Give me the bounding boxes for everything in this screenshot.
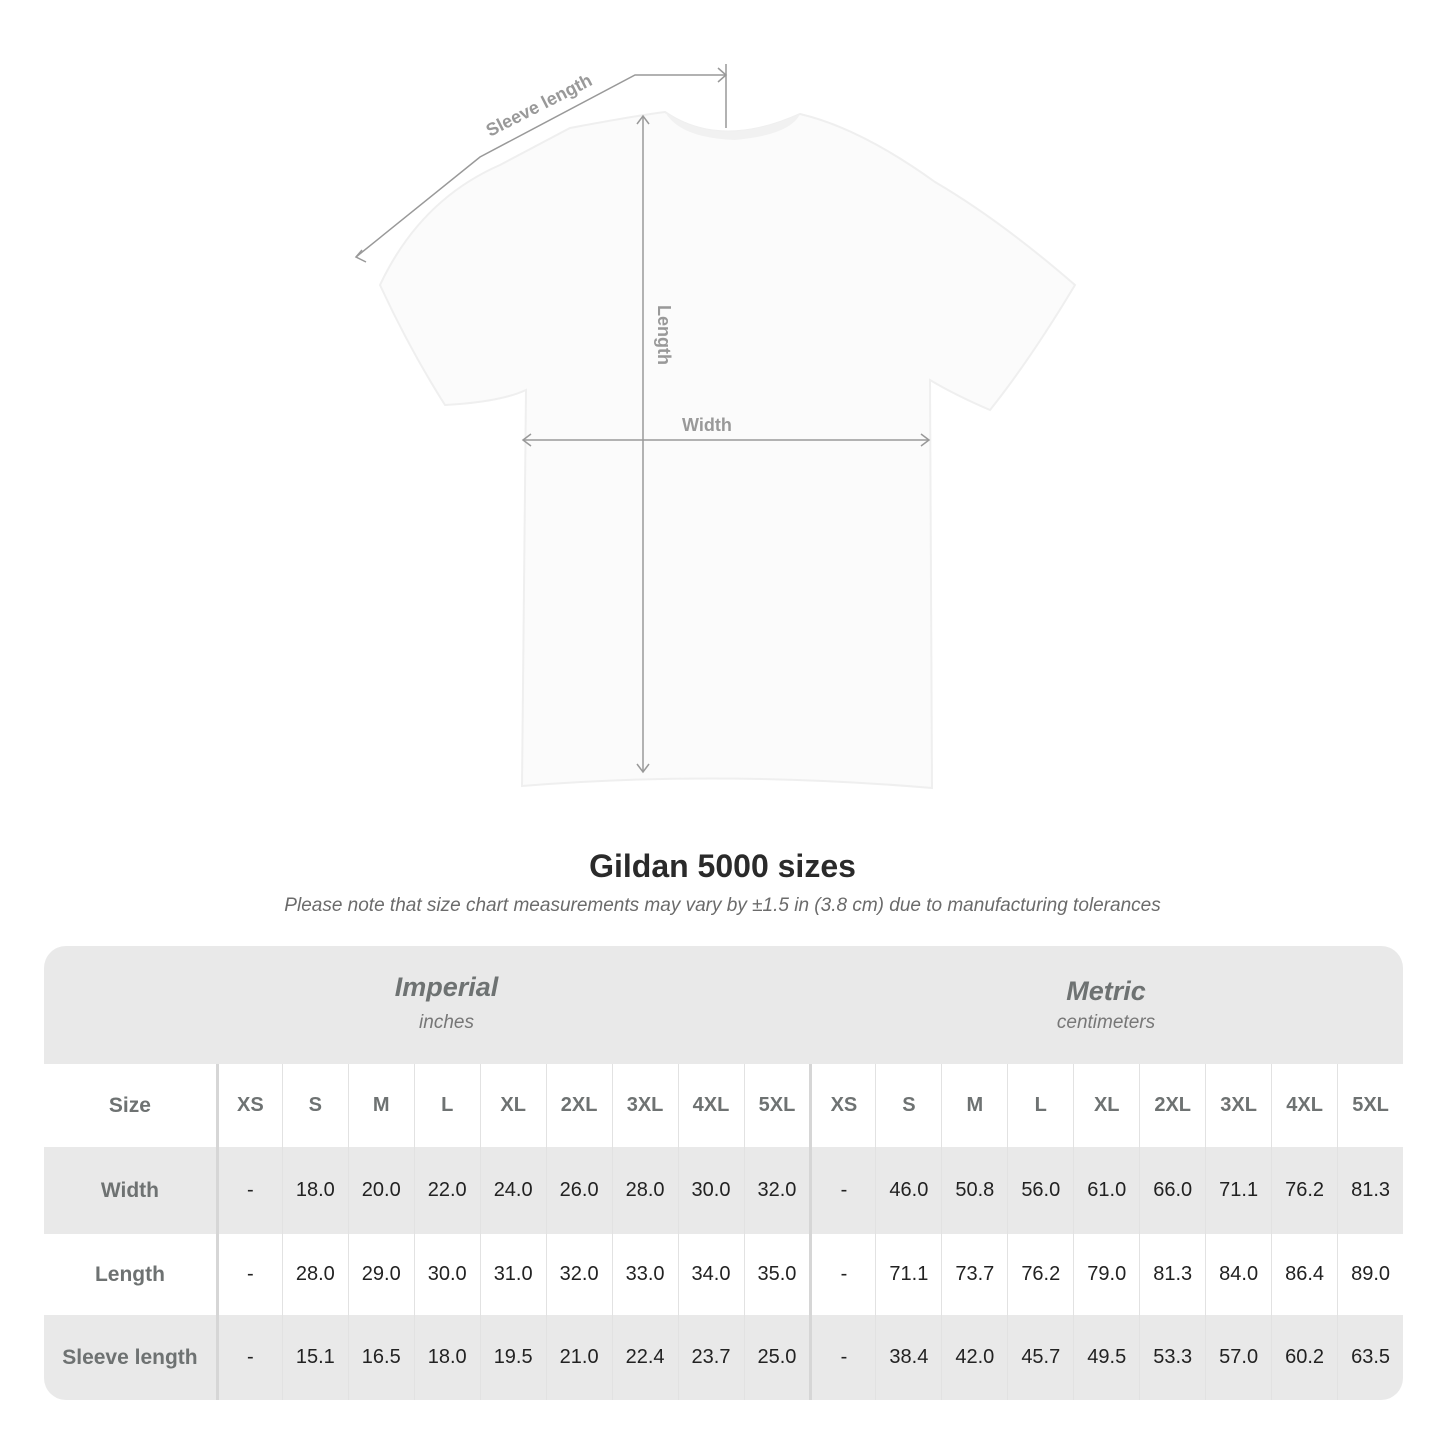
metric-value-cell: 46.0 [875,1147,941,1234]
imperial-value-cell: 34.0 [677,1234,744,1315]
metric-size-m: M [941,1064,1007,1147]
imperial-size-xs: XS [215,1064,282,1147]
metric-value-cell: 79.0 [1073,1234,1139,1315]
metric-value-cell: 66.0 [1139,1147,1205,1234]
table-row: Length -28.0 29.0 30.0 31.0 32.0 33.0 34.0 35.0-… [44,1234,1403,1315]
metric-size-2xl: 2XL [1139,1064,1205,1147]
imperial-value-cell: 32.0 [743,1147,810,1234]
imperial-header: Imperial inches [44,946,849,1064]
imperial-size-xl: XL [479,1064,546,1147]
imperial-subtitle: inches [419,1012,474,1033]
metric-title: Metric [1066,976,1146,1006]
metric-value-cell: - [809,1315,875,1400]
imperial-value-cell: 30.0 [677,1147,744,1234]
metric-value-cell: 61.0 [1073,1147,1139,1234]
imperial-size-3xl: 3XL [611,1064,678,1147]
imperial-value-cell: 30.0 [413,1234,480,1315]
metric-size-xs: XS [809,1064,875,1147]
metric-value-cell: 81.3 [1337,1147,1403,1234]
metric-size-3xl: 3XL [1205,1064,1271,1147]
imperial-value-cell: 18.0 [413,1315,480,1400]
tolerance-note: Please note that size chart measurements… [284,895,1161,916]
metric-value-cell: 42.0 [941,1315,1007,1400]
imperial-size-l: L [413,1064,480,1147]
metric-value-cell: 60.2 [1271,1315,1337,1400]
metric-value-cell: 56.0 [1007,1147,1073,1234]
imperial-size-4xl: 4XL [677,1064,744,1147]
imperial-value-cell: 15.1 [281,1315,348,1400]
measurement-lines [354,64,931,774]
imperial-value-cell: - [215,1315,282,1400]
imperial-value-cell: 25.0 [743,1315,810,1400]
length-label: Length [654,305,674,365]
imperial-value-cell: 19.5 [479,1315,546,1400]
imperial-value-cell: 32.0 [545,1234,612,1315]
imperial-value-cell: 21.0 [545,1315,612,1400]
imperial-value-cell: - [215,1234,282,1315]
metric-value-cell: 45.7 [1007,1315,1073,1400]
imperial-size-s: S [281,1064,348,1147]
imperial-size-5xl: 5XL [743,1064,810,1147]
imperial-value-cell: 24.0 [479,1147,546,1234]
imperial-value-cell: - [215,1147,282,1234]
metric-header: Metric centimeters [809,946,1403,1064]
metric-value-cell: 86.4 [1271,1234,1337,1315]
size-header-row: Size XS S M L XL 2XL 3XL 4XL 5XL XS S M L XL 2XL 3XL 4XL 5… [44,1064,1403,1147]
metric-value-cell: - [809,1234,875,1315]
metric-size-xl: XL [1073,1064,1139,1147]
imperial-value-cell: 18.0 [281,1147,348,1234]
row-label: Length [94,1262,165,1286]
imperial-value-cell: 29.0 [347,1234,414,1315]
metric-value-cell: 53.3 [1139,1315,1205,1400]
table-row: Sleeve length -15.1 16.5 18.0 19.5 21.0 22.4 23… [44,1315,1403,1400]
imperial-title: Imperial [394,972,499,1002]
imperial-value-cell: 20.0 [347,1147,414,1234]
imperial-value-cell: 33.0 [611,1234,678,1315]
metric-value-cell: 73.7 [941,1234,1007,1315]
imperial-value-cell: 35.0 [743,1234,810,1315]
imperial-value-cell: 23.7 [677,1315,744,1400]
metric-value-cell: 71.1 [1205,1147,1271,1234]
imperial-size-2xl: 2XL [545,1064,612,1147]
metric-value-cell: 76.2 [1271,1147,1337,1234]
chart-title: Gildan 5000 sizes [589,848,856,884]
metric-size-l: L [1007,1064,1073,1147]
metric-value-cell: - [809,1147,875,1234]
metric-value-cell: 38.4 [875,1315,941,1400]
metric-value-cell: 50.8 [941,1147,1007,1234]
metric-size-4xl: 4XL [1271,1064,1337,1147]
imperial-value-cell: 16.5 [347,1315,414,1400]
imperial-value-cell: 28.0 [611,1147,678,1234]
metric-value-cell: 89.0 [1337,1234,1403,1315]
metric-value-cell: 71.1 [875,1234,941,1315]
metric-value-cell: 81.3 [1139,1234,1205,1315]
imperial-value-cell: 26.0 [545,1147,612,1234]
metric-value-cell: 84.0 [1205,1234,1271,1315]
metric-size-s: S [875,1064,941,1147]
metric-subtitle: centimeters [1056,1012,1156,1033]
row-label: Sleeve length [62,1345,198,1369]
imperial-value-cell: 22.4 [611,1315,678,1400]
tshirt-illustration [378,110,1077,790]
imperial-size-m: M [347,1064,414,1147]
imperial-value-cell: 22.0 [413,1147,480,1234]
metric-value-cell: 63.5 [1337,1315,1403,1400]
imperial-value-cell: 28.0 [281,1234,348,1315]
row-label: Width [100,1178,159,1202]
width-label: Width [682,415,732,435]
tshirt-measurement-diagram: Sleeve length Length Width [354,64,1077,790]
metric-value-cell: 57.0 [1205,1315,1271,1400]
metric-size-5xl: 5XL [1337,1064,1403,1147]
metric-value-cell: 76.2 [1007,1234,1073,1315]
table-row: Width -18.0 20.0 22.0 24.0 26.0 28.0 30.0 32.0-4… [44,1147,1403,1234]
size-header-label: Size [108,1093,151,1117]
imperial-value-cell: 31.0 [479,1234,546,1315]
metric-value-cell: 49.5 [1073,1315,1139,1400]
size-table: Imperial inches Metric centimeters Size X… [44,946,1403,1400]
